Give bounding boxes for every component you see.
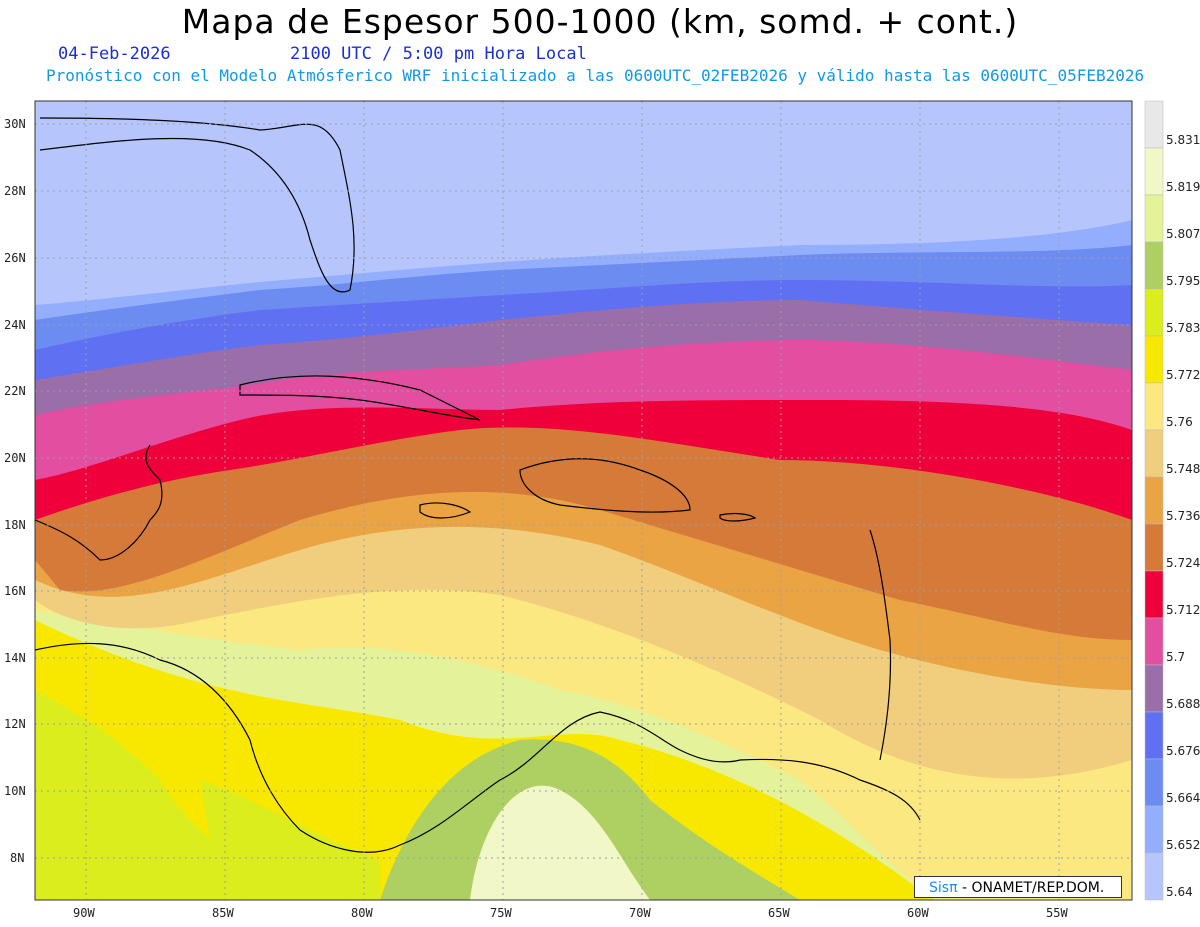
colorbar-swatch	[1144, 805, 1164, 854]
lon-axis: 90W 85W 80W 75W 70W 65W 60W 55W	[73, 906, 1068, 920]
colorbar-swatch	[1144, 758, 1164, 807]
colorbar-label: 5.676	[1166, 744, 1200, 758]
forecast-time: 2100 UTC / 5:00 pm Hora Local	[290, 44, 587, 64]
colorbar-label: 5.688	[1166, 697, 1200, 711]
forecast-subtitle: Pronóstico con el Modelo Atmósferico WRF…	[46, 66, 1145, 85]
credit-box: Sisπ - ONAMET/REP.DOM.	[914, 876, 1122, 898]
lat-axis: 30N 28N 26N 24N 22N 20N 18N 16N 14N 12N …	[4, 117, 26, 865]
lat-label: 14N	[4, 651, 26, 665]
band-5795	[35, 690, 290, 900]
colorbar-label: 5.831	[1166, 133, 1200, 147]
lat-label: 30N	[4, 117, 26, 131]
colorbar: 5.831 5.819 5.807 5.795 5.783 5.772 5.76 5.748 5…	[1144, 100, 1200, 901]
lat-label: 24N	[4, 318, 26, 332]
colorbar-label: 5.76	[1166, 415, 1193, 429]
colorbar-swatch	[1144, 476, 1164, 525]
colorbar-label: 5.652	[1166, 838, 1200, 852]
lat-label: 28N	[4, 184, 26, 198]
lat-label: 22N	[4, 384, 26, 398]
lat-label: 18N	[4, 518, 26, 532]
lat-label: 12N	[4, 717, 26, 731]
lon-label: 70W	[629, 906, 651, 920]
graticule	[35, 101, 1132, 900]
credit-text: - ONAMET/REP.DOM.	[961, 880, 1105, 896]
colorbar-swatch	[1144, 194, 1164, 243]
colorbar-swatch	[1144, 664, 1164, 713]
colorbar-swatch	[1144, 852, 1164, 901]
lon-label: 55W	[1046, 906, 1068, 920]
colorbar-swatch	[1144, 711, 1164, 760]
map-frame	[34, 100, 1133, 901]
colorbar-swatch	[1144, 100, 1164, 149]
lon-label: 60W	[907, 906, 929, 920]
band-5819	[470, 785, 650, 900]
colorbar-swatch	[1144, 382, 1164, 431]
colorbar-swatch	[1144, 241, 1164, 290]
colorbar-label: 5.736	[1166, 509, 1200, 523]
credit-brand: Sisπ	[929, 880, 958, 896]
colorbar-label: 5.819	[1166, 180, 1200, 194]
lon-label: 75W	[490, 906, 512, 920]
colorbar-swatch	[1144, 570, 1164, 619]
lat-label: 8N	[10, 851, 24, 865]
colorbar-label: 5.807	[1166, 227, 1200, 241]
colorbar-swatch	[1144, 288, 1164, 337]
colorbar-label: 5.712	[1166, 603, 1200, 617]
lon-label: 85W	[212, 906, 234, 920]
colorbar-swatch	[1144, 523, 1164, 572]
lat-label: 26N	[4, 251, 26, 265]
colorbar-swatch	[1144, 617, 1164, 666]
colorbar-label: 5.7	[1166, 650, 1185, 664]
colorbar-label: 5.783	[1166, 321, 1200, 335]
lat-label: 10N	[4, 784, 26, 798]
shaded-thickness-field	[35, 101, 1132, 900]
colorbar-label: 5.795	[1166, 274, 1200, 288]
colorbar-label: 5.748	[1166, 462, 1200, 476]
colorbar-label: 5.772	[1166, 368, 1200, 382]
lon-label: 90W	[73, 906, 95, 920]
lat-label: 20N	[4, 451, 26, 465]
lon-label: 65W	[768, 906, 790, 920]
lat-label: 16N	[4, 584, 26, 598]
colorbar-label: 5.664	[1166, 791, 1200, 805]
colorbar-swatch	[1144, 147, 1164, 196]
lon-label: 80W	[351, 906, 373, 920]
forecast-date: 04-Feb-2026	[58, 44, 171, 64]
colorbar-label: 5.64	[1166, 885, 1193, 899]
colorbar-swatch	[1144, 429, 1164, 478]
colorbar-swatch	[1144, 335, 1164, 384]
map-title: Mapa de Espesor 500-1000 (km, somd. + co…	[181, 2, 1019, 41]
colorbar-label: 5.724	[1166, 556, 1200, 570]
coastlines	[35, 117, 921, 853]
